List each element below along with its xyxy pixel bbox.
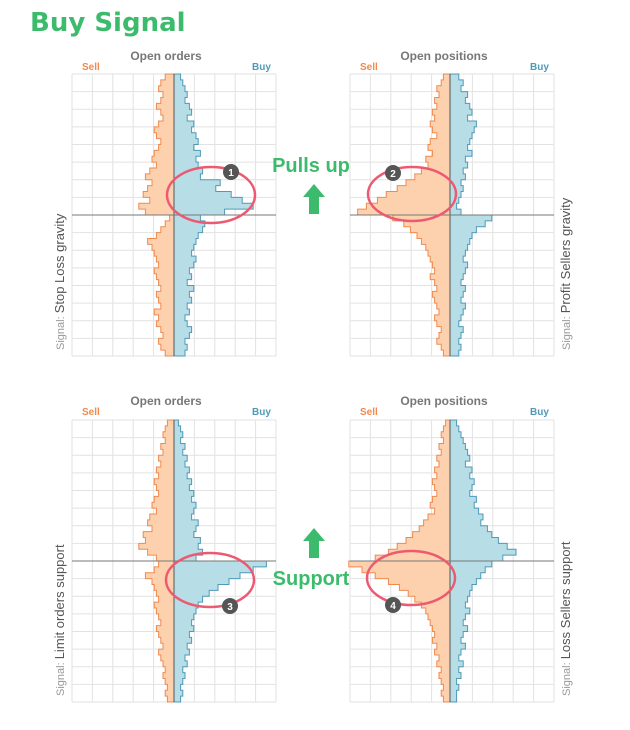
sell-label: Sell xyxy=(360,407,378,418)
sell-histogram-below xyxy=(348,560,451,703)
signal-name: Profit Sellers gravity xyxy=(558,197,573,313)
sell-label: Sell xyxy=(82,407,100,418)
badge-circle-3 xyxy=(222,598,238,614)
chart-panel-2: Open positions Sell Buy Signal: Profit Sell… xyxy=(349,49,573,357)
signal-prefix: Signal: xyxy=(55,659,67,696)
chart-panel-3: Open orders Sell Buy Signal: Limit orders s… xyxy=(52,394,277,703)
signal-name: Limit orders support xyxy=(52,544,67,659)
signal-name: Loss Sellers support xyxy=(558,541,573,659)
page-title: Buy Signal xyxy=(30,8,186,38)
badge-number-2: 2 xyxy=(390,169,396,180)
buy-histogram xyxy=(173,419,204,562)
arrow-shape xyxy=(303,528,325,558)
chart-title: Open orders xyxy=(130,49,202,63)
signal-label: Signal: Stop Loss gravity xyxy=(52,213,67,350)
buy-label: Buy xyxy=(252,407,271,418)
badge-number-1: 1 xyxy=(228,168,234,179)
chart-panel-1: Open orders Sell Buy Signal: Stop Loss grav… xyxy=(52,49,277,357)
badge-circle-4 xyxy=(385,597,401,613)
signal-label: Signal: Limit orders support xyxy=(52,544,67,696)
chart-title: Open orders xyxy=(130,394,202,408)
sell-histogram xyxy=(374,419,451,562)
chart-title: Open positions xyxy=(400,49,488,63)
badge-number-4: 4 xyxy=(390,601,396,612)
buy-label: Buy xyxy=(530,62,549,73)
signal-prefix: Signal: xyxy=(561,659,573,696)
badge-circle-1 xyxy=(223,164,239,180)
sell-label: Sell xyxy=(360,62,378,73)
highlight-ellipse-4 xyxy=(365,549,457,607)
buy-label: Buy xyxy=(530,407,549,418)
signal-label: Signal: Loss Sellers support xyxy=(558,541,573,696)
buy-label: Buy xyxy=(252,62,271,73)
badge-number-3: 3 xyxy=(227,602,233,613)
badge-circle-2 xyxy=(385,165,401,181)
highlight-ellipse-2 xyxy=(366,165,458,223)
signal-prefix: Signal: xyxy=(561,313,573,350)
green-up-arrow-icon xyxy=(303,184,325,214)
buy-histogram-below xyxy=(173,560,267,703)
sell-histogram xyxy=(138,419,175,562)
green-up-arrow-icon xyxy=(303,528,325,558)
highlight-ellipse-1 xyxy=(165,165,257,225)
signal-label: Signal: Profit Sellers gravity xyxy=(558,197,573,350)
chart-panel-4: Open positions Sell Buy Signal: Loss Seller… xyxy=(348,394,573,703)
sell-histogram-below xyxy=(144,560,175,703)
highlight-ellipse-3 xyxy=(164,551,256,609)
arrow-shape xyxy=(303,184,325,214)
signal-prefix: Signal: xyxy=(55,313,67,350)
sell-label: Sell xyxy=(82,62,100,73)
chart-title: Open positions xyxy=(400,394,488,408)
pulls-up-label: Pulls up xyxy=(272,155,350,177)
buy-histogram-below xyxy=(449,560,493,703)
signal-name: Stop Loss gravity xyxy=(52,213,67,313)
buy-histogram xyxy=(449,419,517,562)
support-label: Support xyxy=(273,568,350,590)
